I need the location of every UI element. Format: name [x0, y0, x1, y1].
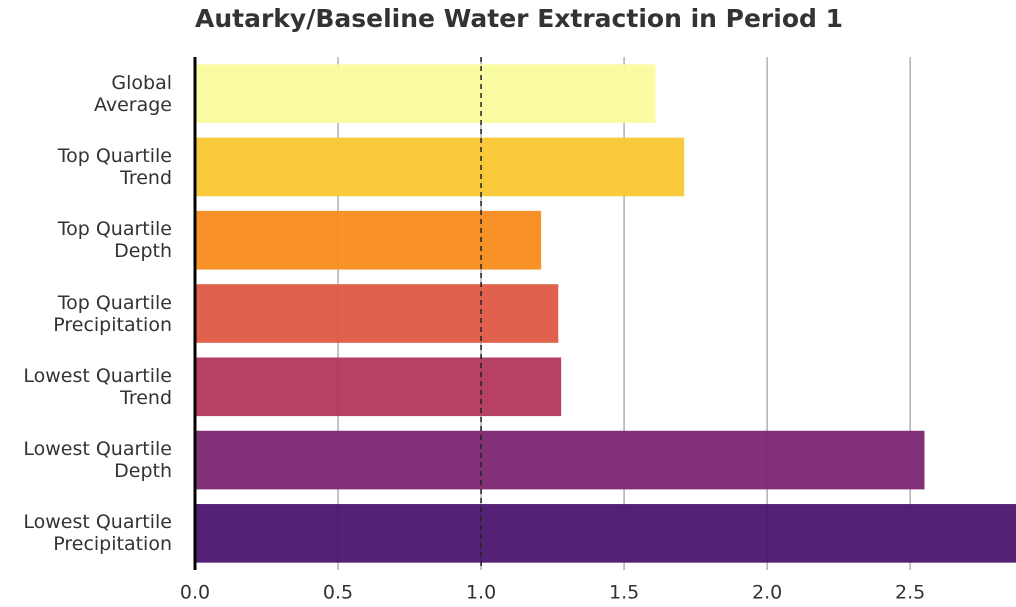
x-tick-label: 0.0 [180, 582, 210, 604]
bar [195, 284, 559, 343]
y-tick-label: Lowest Quartile Depth [23, 438, 172, 483]
bar [195, 210, 542, 270]
bar [195, 430, 925, 490]
y-tick-label: Lowest Quartile Trend [23, 364, 172, 409]
bar [195, 137, 685, 197]
y-tick-label: Top Quartile Depth [57, 218, 172, 263]
y-tick-label: Global Average [93, 71, 172, 116]
chart-title: Autarky/Baseline Water Extraction in Per… [195, 4, 843, 33]
bar [195, 64, 656, 123]
x-tick-label: 2.0 [752, 582, 782, 604]
bar [195, 357, 562, 417]
x-tick-label: 0.5 [323, 582, 353, 604]
bar [195, 504, 1016, 563]
x-tick-label: 2.5 [895, 582, 925, 604]
y-tick-label: Lowest Quartile Precipitation [23, 511, 172, 556]
y-tick-label: Top Quartile Trend [57, 144, 172, 189]
x-tick-label: 1.5 [609, 582, 639, 604]
y-tick-label: Top Quartile Precipitation [53, 291, 172, 336]
x-tick-label: 1.0 [466, 582, 496, 604]
bars [195, 64, 1016, 563]
